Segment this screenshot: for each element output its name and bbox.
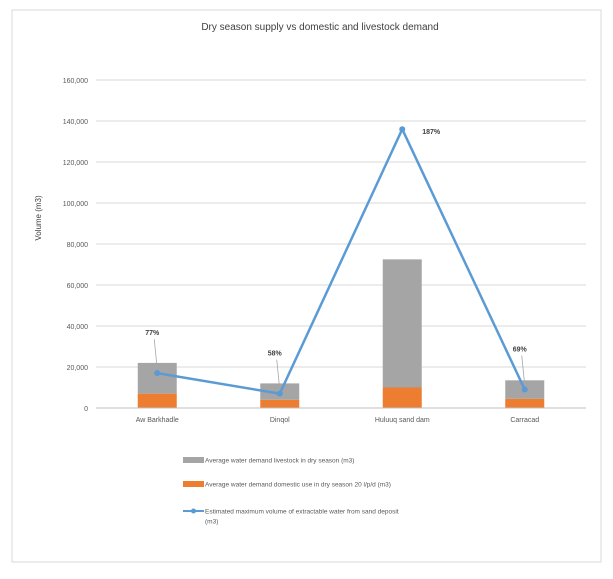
data-label: 69% (513, 347, 528, 354)
y-tick-label: 140,000 (63, 119, 88, 126)
legend-swatch (183, 481, 204, 487)
x-tick-label: Huluuq sand dam (375, 417, 430, 424)
data-label-leader (153, 339, 158, 370)
legend-label: Estimated maximum volume of extractable … (205, 509, 399, 516)
line-series (154, 126, 528, 397)
chart-title: Dry season supply vs domestic and livest… (201, 22, 438, 33)
legend-label: Average water demand livestock in dry se… (205, 458, 354, 465)
y-tick-label: 40,000 (67, 324, 89, 331)
x-tick-label: Carracad (510, 417, 539, 424)
bar-segment (137, 393, 177, 408)
gridlines (96, 79, 586, 368)
legend-swatch-marker (191, 508, 196, 514)
data-label: 58% (268, 351, 283, 358)
bar-segment (382, 387, 422, 408)
y-axis-label: Volume (m3) (34, 195, 43, 241)
y-tick-label: 80,000 (67, 242, 89, 249)
legend: Average water demand livestock in dry se… (183, 457, 399, 526)
data-label: 187% (422, 129, 441, 136)
bar-segment (505, 398, 545, 408)
y-tick-label: 60,000 (67, 283, 89, 290)
line-point (399, 126, 406, 133)
y-tick-label: 20,000 (67, 365, 89, 372)
bar-segment (382, 259, 422, 388)
line-point (276, 390, 283, 397)
legend-label: (m3) (205, 519, 218, 526)
line-point (154, 370, 161, 377)
legend-swatch (183, 457, 204, 463)
x-tick-label: Aw Barkhadle (136, 417, 179, 424)
data-label-leader (276, 359, 281, 390)
axes: 0 20,000 40,000 60,000 80,000 100,000 120,000 1… (63, 78, 586, 424)
data-label-leader (521, 355, 526, 386)
bar-segment (260, 399, 300, 408)
legend-label: Average water demand domestic use in dry… (205, 482, 391, 489)
data-labels: 77% 58% 187% 69% (145, 129, 528, 390)
line-series-path (157, 127, 526, 395)
bars (137, 259, 545, 408)
x-tick-label: Dinqol (270, 417, 290, 424)
y-tick-label: 160,000 (63, 78, 88, 85)
y-tick-label: 0 (84, 406, 88, 413)
data-label: 77% (145, 330, 160, 337)
y-tick-label: 120,000 (63, 160, 88, 167)
chart-frame (11, 9, 602, 563)
line-point (521, 386, 528, 393)
y-tick-label: 100,000 (63, 201, 88, 208)
